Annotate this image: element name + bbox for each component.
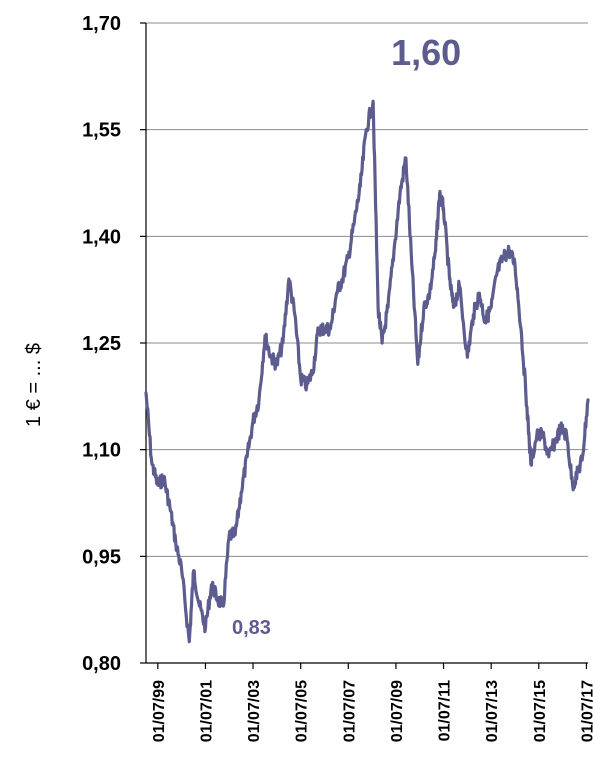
y-tick-label: 1,25 bbox=[82, 333, 121, 355]
gridlines bbox=[146, 22, 588, 557]
y-tick-labels: 1,70 1,55 1,40 1,25 1,10 0,95 0,80 bbox=[82, 13, 146, 675]
y-tick-label: 1,40 bbox=[82, 226, 121, 248]
max-annotation: 1,60 bbox=[391, 32, 461, 73]
y-tick-label: 1,70 bbox=[82, 13, 121, 35]
y-axis-label: 1 € = ... $ bbox=[23, 343, 45, 427]
x-tick-label: 01/07/09 bbox=[389, 680, 406, 742]
y-tick-label: 1,55 bbox=[82, 120, 121, 142]
x-tick-label: 01/07/13 bbox=[484, 680, 501, 742]
x-tick-label: 01/07/11 bbox=[437, 680, 454, 742]
series-line bbox=[144, 99, 590, 644]
x-tick-label: 01/07/17 bbox=[579, 680, 593, 742]
x-tick-label: 01/07/01 bbox=[198, 680, 215, 742]
x-tick-label: 01/07/05 bbox=[294, 680, 311, 742]
series-group bbox=[144, 99, 590, 644]
x-tick-label: 01/07/03 bbox=[246, 680, 263, 742]
x-tick-label: 01/07/15 bbox=[532, 680, 549, 742]
x-tick-label: 01/07/07 bbox=[341, 680, 358, 742]
y-tick-label: 0,80 bbox=[82, 653, 121, 675]
y-tick-label: 0,95 bbox=[82, 546, 121, 568]
y-tick-label: 1,10 bbox=[82, 440, 121, 462]
x-tick-label: 01/07/99 bbox=[151, 680, 168, 742]
min-annotation: 0,83 bbox=[232, 617, 271, 639]
x-tick-labels: 01/07/99 01/07/01 01/07/03 01/07/05 01/07/07… bbox=[151, 663, 593, 742]
annotations: 1,60 0,83 bbox=[232, 32, 461, 639]
